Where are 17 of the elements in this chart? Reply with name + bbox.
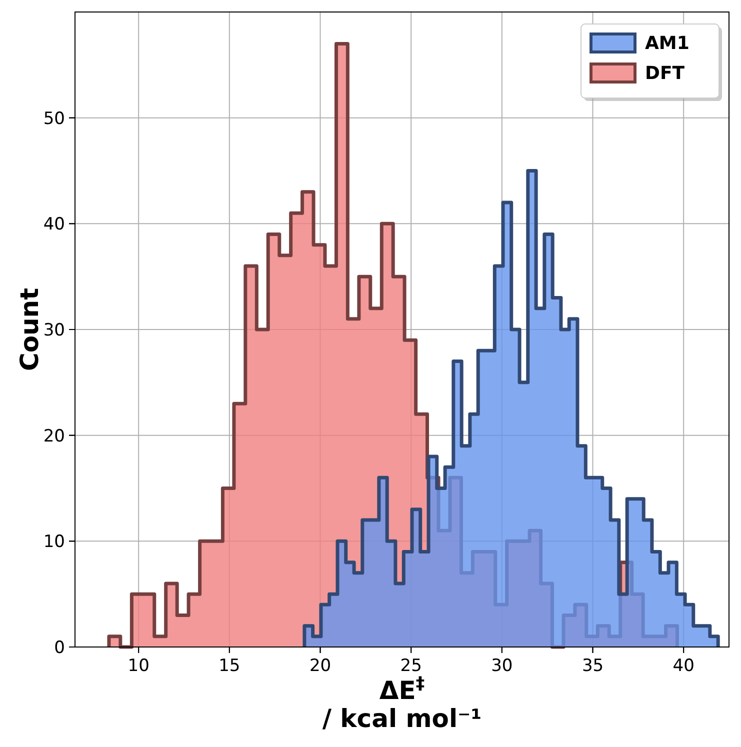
y-tick-label: 0 bbox=[54, 638, 65, 658]
y-tick-label: 20 bbox=[43, 426, 65, 446]
x-tick-label: 30 bbox=[491, 656, 513, 676]
x-tick-label: 20 bbox=[309, 656, 332, 676]
y-tick-label: 50 bbox=[43, 108, 65, 129]
y-tick-label: 10 bbox=[43, 532, 65, 552]
y-tick-label: 40 bbox=[43, 214, 65, 235]
legend-label: AM1 bbox=[645, 33, 690, 54]
x-tick-label: 35 bbox=[582, 656, 604, 676]
legend-label: DFT bbox=[645, 63, 686, 84]
x-tick-label: 10 bbox=[128, 656, 150, 676]
x-tick-label: 40 bbox=[672, 656, 694, 676]
x-tick-label: 15 bbox=[218, 656, 240, 676]
x-tick-label: 25 bbox=[400, 656, 422, 676]
y-axis-title: Count bbox=[15, 288, 44, 372]
x-axis-title: ΔE$^{‡}$ / kcal mol⁻¹ bbox=[322, 674, 482, 733]
y-tick-label: 30 bbox=[43, 320, 65, 340]
